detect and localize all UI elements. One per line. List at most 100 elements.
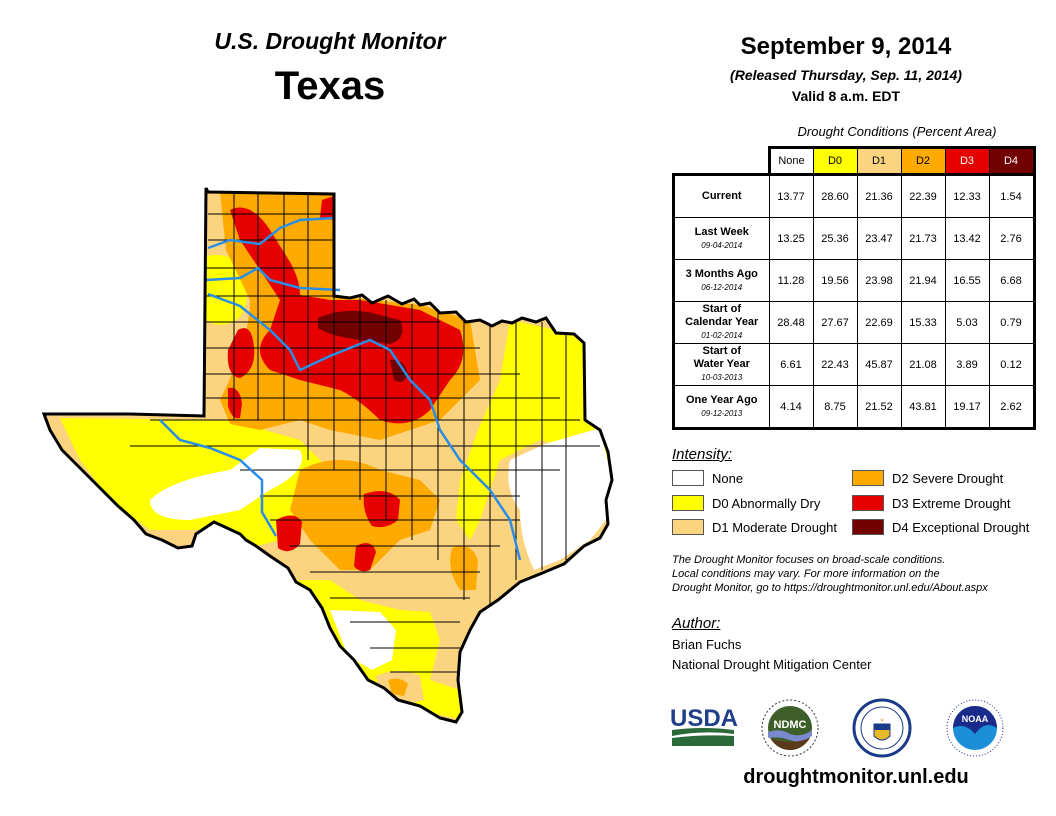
legend-label: D3 Extreme Drought — [892, 495, 1011, 511]
cell-d3: 3.89 — [944, 343, 990, 386]
legend-label: D0 Abnormally Dry — [712, 495, 821, 511]
cell-d3: 5.03 — [944, 301, 990, 344]
column-header-d1: D1 — [856, 146, 902, 175]
column-header-d2: D2 — [900, 146, 946, 175]
cell-none: 28.48 — [768, 301, 814, 344]
row-label-text: Current — [701, 190, 742, 202]
cell-d4: 6.68 — [988, 259, 1036, 302]
legend-item: D3 Extreme Drought — [852, 493, 1011, 513]
county-lines — [130, 192, 600, 673]
rio-grande-river — [159, 419, 278, 537]
cell-d4: 2.76 — [988, 217, 1036, 260]
row-date: 09-04-2014 — [701, 240, 743, 250]
column-header-none: None — [767, 146, 814, 175]
usda-field — [672, 735, 734, 746]
cell-d1: 21.52 — [856, 385, 902, 430]
cell-d0: 19.56 — [812, 259, 858, 302]
d4-region-east — [390, 359, 408, 382]
state-title: Texas — [274, 64, 386, 108]
commerce-seal-logo — [852, 698, 912, 758]
cell-d1: 45.87 — [856, 343, 902, 386]
canadian-river — [207, 216, 335, 250]
row-label-text: Calendar Year — [685, 316, 759, 328]
column-header-d3: D3 — [944, 146, 990, 175]
cell-d4: 2.62 — [988, 385, 1036, 430]
map-date: September 9, 2014 — [740, 33, 952, 60]
none-region-east — [508, 428, 612, 570]
legend-item: D4 Exceptional Drought — [852, 517, 1029, 537]
table-caption: Drought Conditions (Percent Area) — [797, 124, 997, 139]
monitor-title: U.S. Drought Monitor — [214, 28, 446, 54]
cell-d1: 23.47 — [856, 217, 902, 260]
d3-region-central — [363, 491, 400, 528]
cell-d0: 22.43 — [812, 343, 858, 386]
cell-d2: 22.39 — [900, 173, 946, 218]
usda-stripe — [672, 728, 734, 736]
d0-region-panhandle — [206, 255, 247, 325]
disclaimer-note: The Drought Monitor focuses on broad-sca… — [672, 553, 1052, 595]
author-organization: National Drought Mitigation Center — [672, 657, 872, 672]
legend-swatch — [672, 470, 704, 486]
row-label-text: Start of — [702, 345, 742, 357]
table-row: Current 13.77 28.60 21.36 22.39 12.33 1.54 — [672, 173, 1036, 218]
column-header-d0: D0 — [812, 146, 858, 175]
drought-conditions-table: None D0 D1 D2 D3 D4 Current 13.77 28.60 21.36 22.… — [672, 146, 1036, 430]
d3-region-central-west — [276, 515, 302, 552]
author-heading: Author: — [672, 615, 721, 632]
table-row: One Year Ago 09-12-2013 4.14 8.75 21.52 43.81… — [672, 385, 1036, 430]
cell-d4: 0.12 — [988, 343, 1036, 386]
note-line: Local conditions may vary. For more info… — [672, 568, 940, 580]
noaa-logo-text: NOAA — [962, 714, 989, 724]
row-label-text: 3 Months Ago — [685, 267, 758, 280]
d3-region-central-south — [354, 543, 376, 572]
legend-heading: Intensity: — [672, 446, 733, 463]
legend-item: D1 Moderate Drought — [672, 517, 837, 537]
d2-region-central — [290, 460, 440, 570]
legend-item: D2 Severe Drought — [852, 468, 1003, 488]
cell-d0: 25.36 — [812, 217, 858, 260]
legend-swatch — [672, 519, 704, 535]
cell-d3: 16.55 — [944, 259, 990, 302]
row-label-text: Last Week — [694, 225, 749, 238]
ndmc-logo-text: NDMC — [774, 719, 807, 731]
cell-none: 6.61 — [768, 343, 814, 386]
red-river-fork — [205, 266, 341, 292]
cell-d2: 21.08 — [900, 343, 946, 386]
row-label-text: Start of — [702, 303, 742, 315]
legend-label: D2 Severe Drought — [892, 470, 1004, 486]
cell-d3: 12.33 — [944, 173, 990, 218]
cell-d1: 21.36 — [856, 173, 902, 218]
legend-item: None — [672, 468, 743, 488]
cell-d1: 23.98 — [856, 259, 902, 302]
table-row: Start of Calendar Year 01-02-2014 28.48 27.6… — [672, 301, 1036, 344]
usda-logo: USDA — [670, 705, 738, 746]
legend-item: D0 Abnormally Dry — [672, 493, 820, 513]
legend-swatch — [852, 470, 884, 486]
d2-region-south — [388, 678, 408, 696]
table-row: 3 Months Ago 06-12-2014 11.28 19.56 23.98 21.… — [672, 259, 1036, 302]
site-url[interactable]: droughtmonitor.unl.edu — [743, 766, 969, 788]
release-note: (Released Thursday, Sep. 11, 2014) — [730, 67, 962, 83]
table-row: Start of Water Year 10-03-2013 6.61 22.43 45.… — [672, 343, 1036, 386]
cell-d4: 1.54 — [988, 173, 1036, 218]
legend-label: D1 Moderate Drought — [712, 519, 838, 535]
cell-none: 13.25 — [768, 217, 814, 260]
cell-d3: 13.42 — [944, 217, 990, 260]
cell-d1: 22.69 — [856, 301, 902, 344]
cell-none: 13.77 — [768, 173, 814, 218]
cell-d0: 27.67 — [812, 301, 858, 344]
valid-note: Valid 8 a.m. EDT — [791, 88, 901, 104]
row-label-text: Water Year — [693, 358, 750, 370]
cell-none: 11.28 — [768, 259, 814, 302]
ndmc-logo: NDMC — [761, 699, 819, 757]
cell-none: 4.14 — [768, 385, 814, 430]
row-label-text: One Year Ago — [685, 393, 758, 406]
note-line: The Drought Monitor focuses on broad-sca… — [672, 554, 946, 566]
row-label: Last Week 09-04-2014 — [672, 217, 770, 260]
noaa-logo: NOAA — [946, 699, 1004, 757]
legend-swatch — [852, 495, 884, 511]
cell-d2: 43.81 — [900, 385, 946, 430]
legend-label: D4 Exceptional Drought — [892, 519, 1030, 535]
row-label: Start of Water Year 10-03-2013 — [672, 343, 770, 386]
table-header-row: None D0 D1 D2 D3 D4 — [673, 146, 1036, 175]
